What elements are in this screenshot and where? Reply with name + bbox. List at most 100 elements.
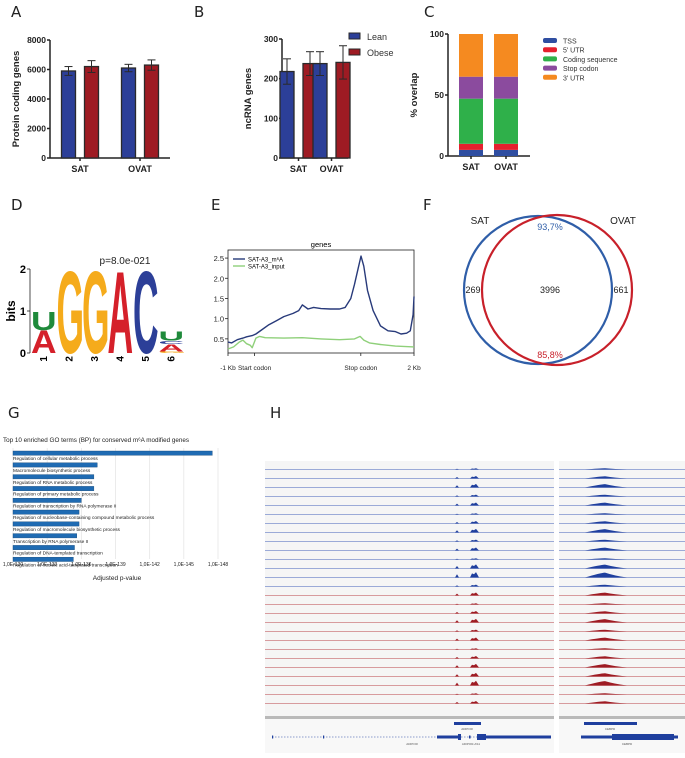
track-peak <box>585 648 627 650</box>
stack-segment <box>494 34 518 77</box>
go-term-label: Regulation of primary metabolic process <box>13 492 99 498</box>
venn-both: 3996 <box>540 285 560 295</box>
legend-label: 5' UTR <box>563 48 585 55</box>
track-peak <box>470 584 479 587</box>
gene-exon <box>581 735 613 739</box>
y-tick-label: 50 <box>435 90 445 100</box>
panel-letter-c: C <box>424 3 435 21</box>
chart-h-gene-track: ADIPOR ADIPOR-AS1 CEBPD <box>265 733 685 753</box>
stack-segment <box>459 98 483 144</box>
legend-label: SAT-A3_input <box>248 264 285 270</box>
track-peak <box>585 603 627 605</box>
stack-segment <box>494 143 518 150</box>
go-bar <box>12 486 95 491</box>
y-tick-label: 300 <box>264 34 278 44</box>
x-tick-label: OVAT <box>494 162 518 172</box>
track-peak <box>585 468 627 470</box>
track-peak <box>455 665 459 668</box>
x-axis-label: Adjusted p-value <box>93 575 142 582</box>
stack-segment <box>494 149 518 156</box>
legend-swatch <box>543 65 557 71</box>
browser-pane-left <box>265 461 554 716</box>
track-peak <box>470 701 479 704</box>
track-peak <box>455 593 459 596</box>
track-peak <box>455 701 459 704</box>
y-tick-label: 2.0 <box>214 274 224 283</box>
track-peak <box>455 682 459 686</box>
position-label: 4 <box>115 356 126 362</box>
track-peak <box>470 572 479 578</box>
panel-letter-f: F <box>423 196 432 214</box>
x-tick-label: OVAT <box>128 164 152 174</box>
track-peak <box>585 539 627 542</box>
x-tick-label: 1,0E-130 <box>3 562 24 568</box>
annotation-divider <box>559 716 685 719</box>
track-peak <box>470 629 479 632</box>
legend-swatch <box>543 74 557 80</box>
track-peak <box>455 565 459 569</box>
track-peak <box>455 476 459 479</box>
motif-letter-g: G <box>82 249 110 379</box>
track-peak <box>585 693 627 695</box>
chart-b-ncrna: 0 100 200 300 ncRNA genes SAT OVAT Lean Obese <box>243 32 394 174</box>
track-peak <box>470 483 479 488</box>
venn-label-sat: SAT <box>471 216 490 227</box>
y-tick-label: 200 <box>264 74 278 84</box>
chart-e-metagene: genes 0.5 1.0 1.5 2.0 2.5 -1 Kb Start codon Stop… <box>214 240 422 372</box>
track-peak <box>585 637 627 641</box>
track-peak <box>470 672 479 677</box>
legend-label-lean: Lean <box>367 32 387 42</box>
y-tick-label: 8000 <box>27 35 46 45</box>
track-peak <box>470 680 479 686</box>
motif-letter-g: G <box>57 249 85 379</box>
track-peak <box>455 603 459 605</box>
gene-exon <box>323 735 325 739</box>
x-tick-label: SAT <box>71 164 89 174</box>
gene-label: ADIPOR <box>461 727 473 731</box>
x-tick-label: 2 Kb <box>407 365 421 372</box>
gene-model <box>454 722 481 725</box>
chart-a-protein-coding: 0 2000 4000 6000 8000 Protein coding genes SAT… <box>11 35 170 174</box>
panel-letter-d: D <box>11 196 23 214</box>
legend-label: SAT-A3_m⁶A <box>248 256 283 263</box>
track-peak <box>585 664 627 668</box>
gene-exon <box>486 735 551 739</box>
chart-g-go-terms: Top 10 enriched GO terms (BP) for conser… <box>3 437 229 582</box>
go-term-label: Regulation of macromolecule biosynthetic… <box>13 527 121 533</box>
position-label: 3 <box>90 356 101 362</box>
motif-letter-a: A <box>108 249 134 379</box>
track-peak <box>585 529 627 533</box>
track-peak <box>455 648 459 650</box>
go-bar <box>12 450 213 456</box>
go-bar <box>12 556 74 562</box>
y-tick-label: 0 <box>41 153 46 163</box>
track-peak <box>470 611 479 614</box>
legend-swatch-lean <box>348 32 361 40</box>
track-peak <box>470 663 479 668</box>
track-peak <box>470 476 479 479</box>
track-peak <box>470 513 479 515</box>
x-tick-label: SAT <box>290 164 308 174</box>
x-tick-label: OVAT <box>320 164 344 174</box>
track-peak <box>455 674 459 677</box>
stack-segment <box>494 76 518 99</box>
legend-label-obese: Obese <box>367 48 394 58</box>
go-chart-title: Top 10 enriched GO terms (BP) for conser… <box>3 437 189 444</box>
track-peak <box>585 629 627 632</box>
track-peak <box>585 494 627 497</box>
y-tick-label: 100 <box>430 29 444 39</box>
track-peak <box>470 468 479 470</box>
motif-letter-c: C <box>159 340 185 345</box>
track-peak <box>585 502 627 506</box>
track-peak <box>585 681 627 686</box>
track-peak <box>455 548 459 551</box>
x-tick-label: 1,0E-133 <box>37 562 58 568</box>
y-tick-label: 6000 <box>27 65 46 75</box>
track-peak <box>470 564 479 569</box>
track-peak <box>585 619 627 623</box>
track-peak <box>585 572 627 578</box>
position-label: 2 <box>64 356 75 362</box>
stack-segment <box>459 34 483 77</box>
track-peak <box>455 620 459 623</box>
